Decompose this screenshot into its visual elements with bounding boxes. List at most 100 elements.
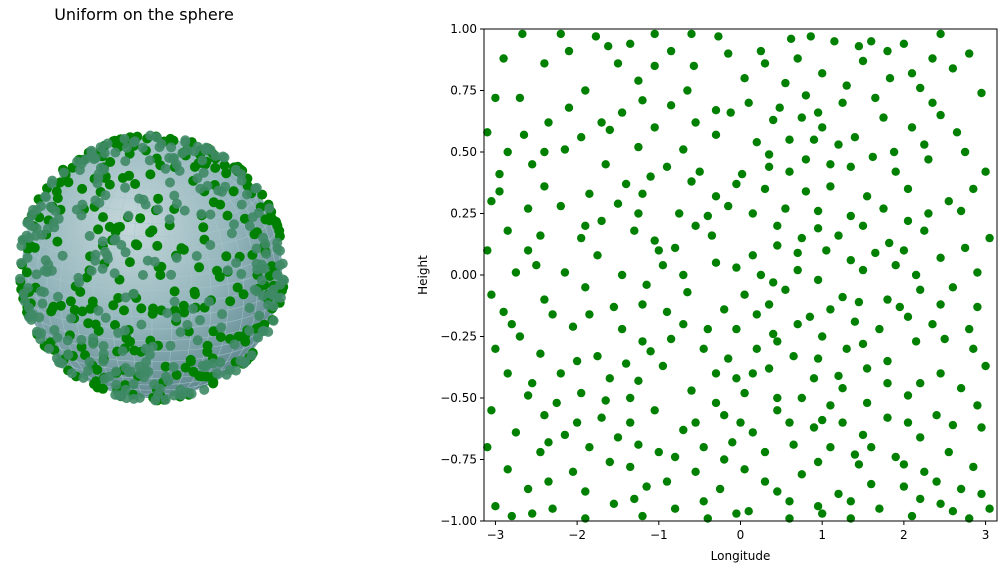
scatter-point — [511, 428, 521, 437]
scatter-point — [834, 371, 843, 381]
scatter-point — [617, 324, 627, 334]
scatter-point — [879, 204, 888, 213]
sphere-panel: Uniform on the sphere — [15, 5, 289, 406]
sphere-point — [98, 356, 109, 367]
sphere-point — [215, 357, 226, 368]
scatter-point — [650, 406, 659, 415]
sphere-point — [74, 165, 85, 175]
sphere-point — [92, 364, 103, 375]
sphere-point — [66, 368, 77, 379]
scatter-point — [577, 388, 586, 398]
scatter-point — [834, 231, 843, 240]
scatter-point — [601, 160, 610, 169]
scatter-point — [899, 460, 909, 469]
sphere-point — [250, 183, 261, 194]
scatter-point — [813, 224, 823, 233]
scatter-point — [626, 39, 635, 48]
sphere-point — [44, 343, 54, 354]
scatter-point — [883, 379, 892, 388]
sphere-point — [52, 332, 63, 343]
sphere-point — [120, 362, 131, 373]
sphere-point — [169, 286, 180, 297]
scatter-point — [924, 209, 933, 218]
scatter-point — [577, 133, 586, 142]
sphere-point — [39, 287, 49, 298]
scatter-point — [634, 209, 643, 218]
scatter-point — [487, 406, 496, 415]
scatter-point — [591, 32, 601, 41]
scatter-point — [756, 270, 766, 280]
sphere-point — [136, 319, 147, 330]
sphere-point — [76, 341, 87, 352]
scatter-point — [850, 450, 860, 459]
scatter-point — [626, 418, 635, 427]
sphere-point — [99, 148, 110, 159]
scatter-point — [503, 226, 512, 235]
sphere-point — [46, 265, 57, 276]
scatter-point — [528, 509, 537, 518]
sphere-point — [177, 148, 188, 159]
y-tick-label: −0.50 — [440, 391, 477, 405]
scatter-point — [572, 418, 582, 427]
scatter-point — [503, 465, 512, 474]
sphere-point — [210, 151, 221, 161]
scatter-point — [658, 361, 668, 371]
scatter-point — [889, 147, 899, 157]
scatter-point — [867, 479, 876, 489]
x-tick-label: 2 — [900, 528, 908, 542]
sphere-point — [221, 251, 232, 262]
scatter-point — [907, 69, 917, 78]
sphere-point — [125, 336, 136, 347]
scatter-point — [646, 347, 655, 356]
x-tick-label: 3 — [982, 528, 990, 542]
scatter-point — [715, 484, 725, 494]
scatter-point — [916, 433, 925, 442]
sphere-point — [94, 197, 105, 208]
sphere-point — [147, 341, 158, 352]
scatter-point — [560, 430, 570, 440]
scatter-point — [764, 150, 774, 159]
scatter-point — [862, 398, 872, 408]
sphere-point — [49, 325, 60, 335]
scatter-point — [670, 243, 680, 253]
sphere-point — [274, 225, 285, 236]
sphere-point — [21, 267, 32, 278]
scatter-point — [793, 320, 802, 329]
sphere-point — [120, 292, 131, 303]
sphere-point — [15, 273, 25, 284]
scatter-point — [785, 167, 794, 176]
sphere-point — [51, 186, 62, 197]
sphere-point — [225, 296, 236, 307]
scatter-point — [711, 106, 721, 115]
scatter-point — [650, 61, 659, 71]
scatter-point — [973, 401, 982, 410]
sphere-point — [120, 325, 130, 336]
scatter-point — [601, 396, 610, 405]
sphere-point — [120, 384, 131, 395]
sphere-point — [215, 199, 226, 210]
sphere-point — [93, 305, 104, 316]
scatter-point — [503, 369, 512, 378]
sphere-point — [264, 203, 275, 214]
scatter-point — [642, 280, 651, 289]
sphere-point — [169, 296, 180, 307]
sphere-point — [222, 210, 233, 221]
scatter-point — [813, 108, 823, 117]
scatter-point — [813, 354, 823, 363]
x-axis: −3 −2 −1 0 1 2 3 — [487, 521, 990, 542]
sphere-point — [46, 306, 57, 317]
scatter-point — [977, 88, 986, 98]
sphere-point — [86, 265, 97, 276]
scatter-point — [903, 391, 913, 400]
scatter-point — [511, 268, 521, 277]
scatter-point — [973, 302, 982, 312]
sphere-point — [217, 309, 228, 320]
scatter-point — [724, 354, 733, 363]
scatter-point — [826, 401, 835, 410]
sphere-point — [240, 336, 251, 347]
scatter-point — [552, 398, 561, 408]
sphere-point — [149, 256, 160, 267]
sphere-point — [31, 269, 42, 280]
scatter-point — [507, 511, 516, 521]
